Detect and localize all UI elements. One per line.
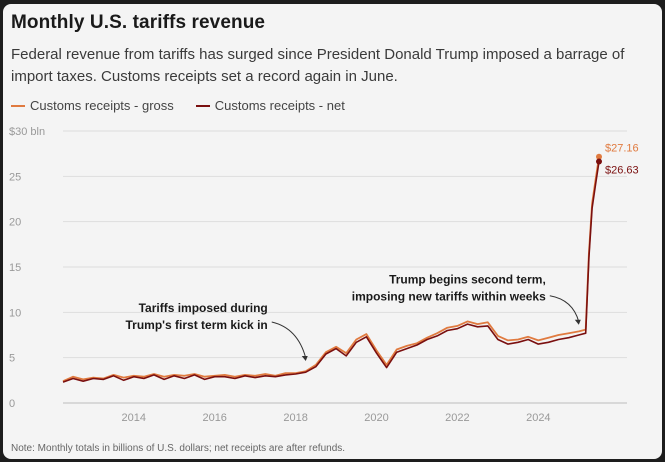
chart-title: Monthly U.S. tariffs revenue [11,12,266,33]
annotation-2-arrow [549,295,580,322]
end-label-gross: $27.16 [605,143,639,155]
series-line-net [62,161,600,383]
chart-card: Monthly U.S. tariffs revenue Federal rev… [3,4,662,459]
annotation-1-line-2: Trump's first term kick in [126,318,268,332]
y-tick-label-20: 20 [9,217,21,229]
y-tick-label-10: 10 [9,307,21,319]
chart-note: Note: Monthly totals in billions of U.S.… [11,443,346,454]
annotation-2-arrowhead [574,319,581,325]
y-tick-label-30: $30 bln [9,126,45,138]
x-tick-label-2022: 2022 [445,412,469,424]
annotation-1-line-1: Tariffs imposed during [139,301,268,315]
annotation-1-arrowhead [301,356,308,362]
chart-subtitle: Federal revenue from tariffs has surged … [11,46,625,85]
x-tick-label-2016: 2016 [202,412,226,424]
end-label-net: $26.63 [605,165,639,177]
x-tick-label-2014: 2014 [122,412,146,424]
legend-item-gross: Customs receipts - gross [11,98,174,113]
annotation-1-arrow [271,321,307,359]
x-tick-label-2018: 2018 [283,412,307,424]
annotation-2-line-1: Trump begins second term, [389,273,546,287]
legend-swatch-gross [11,104,25,107]
y-tick-label-0: 0 [9,398,15,410]
annotation-2-line-2: imposing new tariffs within weeks [352,290,546,304]
legend-label-gross: Customs receipts - gross [30,98,174,113]
y-tick-label-5: 5 [9,353,15,365]
legend-swatch-net [195,104,210,107]
legend-label-net: Customs receipts - net [214,98,345,113]
x-tick-label-2024: 2024 [526,412,550,424]
end-point-net [596,158,602,165]
legend-item-net: Customs receipts - net [195,98,345,113]
line-chart: 0 5 10 15 20 25 $30 bln 2014 2016 2018 2020 2022 202… [9,126,639,424]
series-line-gross [62,156,600,383]
y-tick-label-15: 15 [9,262,21,274]
end-point-gross [596,153,602,160]
x-tick-label-2020: 2020 [364,412,388,424]
legend: Customs receipts - gross Customs receipt… [11,98,345,113]
y-tick-label-25: 25 [9,171,21,183]
